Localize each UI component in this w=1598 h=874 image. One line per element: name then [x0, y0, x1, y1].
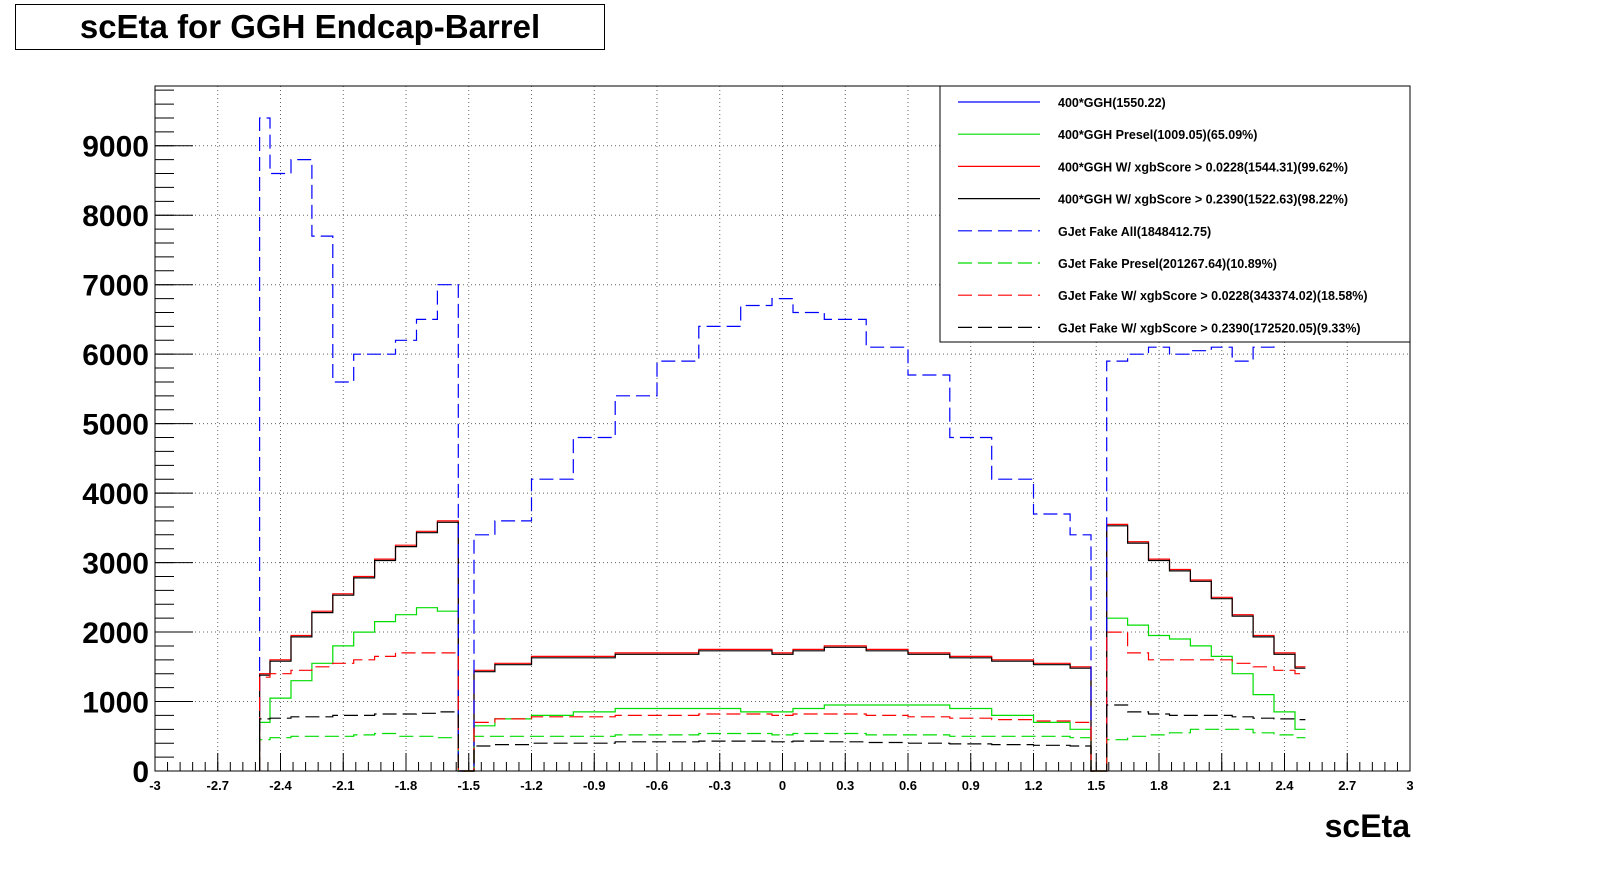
legend: 400*GGH(1550.22) 400*GGH Presel(1009.05)(…	[939, 85, 1411, 343]
x-axis-title: scEta	[1324, 808, 1410, 844]
x-tick-label: -1.8	[395, 778, 417, 793]
legend-entry-label: 400*GGH W/ xgbScore > 0.0228(1544.31)(99…	[1058, 160, 1348, 174]
y-tick-label: 1000	[82, 687, 149, 720]
series-line-2	[259, 607, 1306, 772]
series-layer	[259, 117, 1306, 772]
series-line-5	[259, 117, 1306, 772]
x-tick-label: -2.1	[332, 778, 354, 793]
x-tick-label: -3	[149, 778, 161, 793]
series-line-6	[259, 728, 1306, 772]
x-tick-label: -2.7	[207, 778, 229, 793]
legend-entry-label: GJet Fake W/ xgbScore > 0.2390(172520.05…	[1058, 321, 1361, 335]
chart-title-box: scEta for GGH Endcap-Barrel	[15, 4, 605, 50]
chart-title: scEta for GGH Endcap-Barrel	[79, 8, 541, 45]
legend-entry-label: GJet Fake Presel(201267.64)(10.89%)	[1058, 257, 1277, 271]
x-tick-label: 1.8	[1150, 778, 1168, 793]
legend-entry-label: 400*GGH(1550.22)	[1058, 96, 1166, 110]
legend-entry-label: GJet Fake W/ xgbScore > 0.0228(343374.02…	[1058, 289, 1368, 303]
y-tick-label: 3000	[82, 548, 149, 581]
x-tick-label: -0.3	[709, 778, 731, 793]
axis-layer: -3 -2.7 -2.4 -2.1 -1.8 -1.5 -1.2 -0.9 -0.6 -0.3 0 0…	[82, 89, 1414, 793]
x-tick-label: -1.2	[520, 778, 542, 793]
legend-entry-label: 400*GGH W/ xgbScore > 0.2390(1522.63)(98…	[1058, 193, 1348, 207]
x-tick-label: 0.3	[836, 778, 854, 793]
x-tick-label: 2.7	[1338, 778, 1356, 793]
x-tick-label: 1.2	[1024, 778, 1042, 793]
x-tick-label: 3	[1406, 778, 1413, 793]
x-tick-label: 0.6	[899, 778, 917, 793]
y-tick-label: 5000	[82, 409, 149, 442]
y-tick-label: 9000	[82, 131, 149, 164]
x-tick-label: 0	[779, 778, 786, 793]
legend-entry-label: GJet Fake All(1848412.75)	[1058, 225, 1211, 239]
x-tick-label: -2.4	[269, 778, 292, 793]
legend-entry-label: 400*GGH Presel(1009.05)(65.09%)	[1058, 128, 1257, 142]
legend-box	[939, 85, 1411, 343]
y-tick-label: 4000	[82, 478, 149, 511]
y-tick-label: 2000	[82, 617, 149, 650]
x-tick-label: 0.9	[962, 778, 980, 793]
y-tick-label: 7000	[82, 270, 149, 303]
y-tick-label: 8000	[82, 200, 149, 233]
series-line-4	[259, 521, 1306, 772]
x-tick-label: 2.1	[1213, 778, 1231, 793]
x-tick-label: 2.4	[1275, 778, 1294, 793]
x-tick-label: 1.5	[1087, 778, 1105, 793]
y-tick-label: 0	[132, 756, 149, 789]
x-tick-label: -1.5	[458, 778, 480, 793]
x-tick-label: -0.6	[646, 778, 668, 793]
series-line-8	[259, 704, 1306, 772]
x-tick-label: -0.9	[583, 778, 605, 793]
y-tick-label: 6000	[82, 339, 149, 372]
